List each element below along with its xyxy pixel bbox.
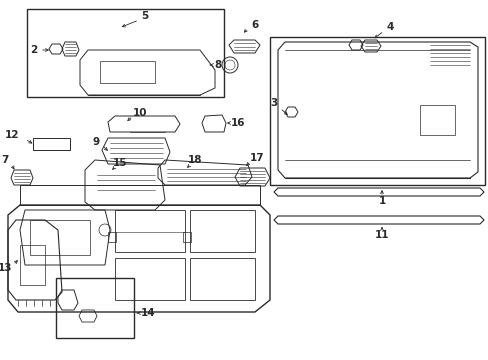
Text: 7: 7 xyxy=(1,155,9,165)
Text: 18: 18 xyxy=(187,155,202,165)
Text: 8: 8 xyxy=(214,60,221,70)
Text: 1: 1 xyxy=(378,196,385,206)
Text: 14: 14 xyxy=(141,308,155,318)
Text: 17: 17 xyxy=(249,153,264,163)
Text: 9: 9 xyxy=(92,137,100,147)
Bar xyxy=(190,258,254,300)
Bar xyxy=(30,220,90,255)
Text: 12: 12 xyxy=(5,130,19,140)
Text: 10: 10 xyxy=(132,108,147,118)
Text: 11: 11 xyxy=(374,230,388,240)
Bar xyxy=(56,278,134,338)
Text: 16: 16 xyxy=(230,118,245,128)
Bar xyxy=(269,37,484,185)
Text: 15: 15 xyxy=(113,158,127,168)
Text: 4: 4 xyxy=(386,22,393,32)
Bar xyxy=(100,61,155,83)
Bar xyxy=(183,232,191,242)
Text: 3: 3 xyxy=(270,98,277,108)
Bar xyxy=(115,258,184,300)
Text: 2: 2 xyxy=(30,45,38,55)
Bar xyxy=(20,245,45,285)
Bar xyxy=(27,9,224,97)
Bar xyxy=(419,105,454,135)
Bar xyxy=(108,232,116,242)
Bar xyxy=(190,210,254,252)
Text: 13: 13 xyxy=(0,263,12,273)
Text: 6: 6 xyxy=(251,20,258,30)
Bar xyxy=(115,210,184,252)
Text: 5: 5 xyxy=(141,11,148,21)
